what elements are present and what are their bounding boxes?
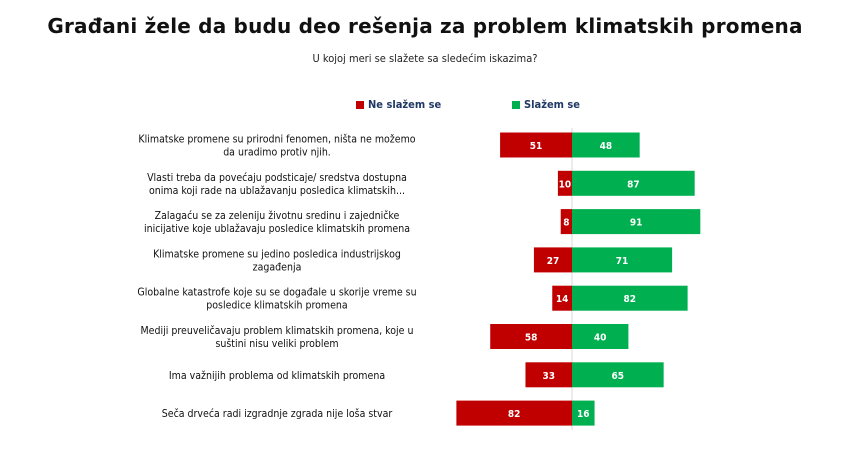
legend-label-disagree: Ne slažem se: [368, 98, 442, 111]
category-label: Ima važnijih problema od klimatskih prom…: [169, 370, 385, 382]
bar-disagree: [557, 170, 572, 196]
data-label-agree: 16: [577, 409, 590, 420]
chart-title: Građani žele da budu deo rešenja za prob…: [47, 14, 803, 38]
data-label-agree: 82: [624, 294, 637, 305]
bar-disagree: [490, 324, 572, 349]
category-label: Mediji preuveličavaju problem klimatskih…: [141, 325, 414, 350]
data-label-disagree: 8: [563, 218, 569, 229]
bar-agree: [572, 324, 629, 349]
data-label-disagree: 10: [559, 179, 572, 190]
data-label-disagree: 14: [556, 294, 569, 305]
bar-agree: [572, 362, 664, 388]
data-label-agree: 40: [594, 333, 607, 344]
bar-disagree: [533, 247, 572, 273]
category-label: Globalne katastrofe koje su se događale …: [137, 287, 416, 312]
legend-swatch-agree: [512, 100, 520, 109]
data-label-agree: 65: [612, 371, 625, 382]
bar-agree: [572, 132, 640, 158]
bar-agree: [572, 247, 673, 273]
data-label-agree: 71: [616, 256, 629, 267]
bar-disagree: [456, 400, 572, 426]
data-label-agree: 91: [630, 218, 643, 229]
data-label-agree: 48: [600, 141, 613, 152]
data-label-agree: 87: [627, 179, 640, 190]
bar-agree: [572, 170, 695, 196]
legend-swatch-disagree: [356, 100, 364, 109]
data-label-disagree: 58: [525, 333, 538, 344]
bar-disagree: [552, 285, 572, 311]
chart-subtitle: U kojoj meri se slažete sa sledećim iska…: [312, 52, 538, 65]
category-label: Klimatske promene su prirodni fenomen, n…: [138, 134, 415, 159]
bar-disagree: [525, 362, 572, 388]
bar-disagree: [500, 132, 572, 158]
bar-disagree: [560, 209, 572, 235]
legend-label-agree: Slažem se: [524, 98, 581, 111]
category-label: Vlasti treba da povećaju podsticaje/ sre…: [147, 172, 407, 197]
category-label: Klimatske promene su jedino posledica in…: [153, 248, 401, 273]
legend-item-agree: Slažem se: [512, 98, 580, 111]
bar-agree: [572, 209, 701, 235]
data-label-disagree: 82: [508, 409, 521, 420]
bar-agree: [572, 285, 688, 311]
data-label-disagree: 27: [547, 256, 560, 267]
bar-agree: [572, 400, 595, 426]
data-label-disagree: 33: [542, 371, 555, 382]
category-label: Zalagaću se za zeleniju životnu sredinu …: [144, 210, 410, 235]
category-label: Seča drveća radi izgradnje zgrada nije l…: [162, 408, 393, 420]
data-label-disagree: 51: [530, 141, 543, 152]
legend-item-disagree: Ne slažem se: [356, 98, 441, 111]
